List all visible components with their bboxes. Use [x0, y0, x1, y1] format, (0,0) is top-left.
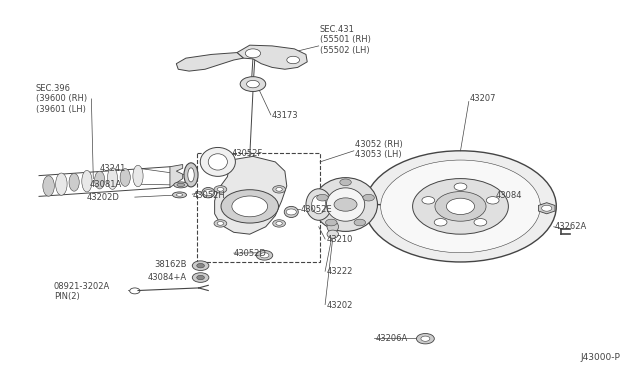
Text: 43207: 43207 — [470, 94, 497, 103]
Circle shape — [286, 209, 296, 215]
Circle shape — [417, 334, 435, 344]
Circle shape — [447, 198, 474, 215]
Ellipse shape — [173, 192, 186, 198]
Text: 43206A: 43206A — [376, 334, 408, 343]
Text: 43084+A: 43084+A — [148, 273, 187, 282]
Polygon shape — [237, 45, 307, 69]
Circle shape — [421, 336, 430, 341]
Text: SEC.431
(55501 (RH)
(55502 (LH): SEC.431 (55501 (RH) (55502 (LH) — [320, 25, 371, 55]
Circle shape — [192, 273, 209, 282]
Ellipse shape — [327, 221, 339, 232]
Text: J43000-P: J43000-P — [580, 353, 620, 362]
Circle shape — [221, 190, 278, 223]
Text: 43052H: 43052H — [192, 191, 225, 200]
Circle shape — [232, 196, 268, 217]
Circle shape — [486, 197, 499, 204]
Circle shape — [434, 219, 447, 226]
Circle shape — [381, 160, 540, 253]
Circle shape — [217, 187, 223, 191]
Text: 43081A: 43081A — [90, 180, 122, 189]
Circle shape — [363, 194, 374, 201]
Circle shape — [276, 187, 282, 191]
Polygon shape — [170, 164, 182, 187]
Circle shape — [203, 190, 213, 196]
Ellipse shape — [108, 168, 118, 189]
Ellipse shape — [82, 170, 92, 192]
Circle shape — [340, 179, 351, 186]
Text: 43084: 43084 — [495, 191, 522, 200]
Circle shape — [541, 205, 552, 211]
Circle shape — [214, 220, 227, 227]
Ellipse shape — [188, 168, 194, 182]
Circle shape — [256, 250, 273, 260]
Circle shape — [273, 220, 285, 227]
Circle shape — [196, 275, 204, 280]
Text: 43173: 43173 — [272, 111, 299, 120]
Circle shape — [245, 49, 260, 58]
Text: 43052E: 43052E — [301, 205, 332, 214]
Circle shape — [413, 179, 508, 234]
Circle shape — [214, 186, 227, 193]
Circle shape — [217, 222, 223, 225]
Text: 43052F: 43052F — [232, 149, 263, 158]
Circle shape — [365, 151, 556, 262]
Ellipse shape — [177, 183, 184, 186]
Circle shape — [435, 192, 486, 221]
Polygon shape — [538, 203, 555, 214]
Ellipse shape — [326, 188, 365, 221]
Circle shape — [326, 219, 337, 226]
Circle shape — [287, 56, 300, 64]
Text: SEC.396
(39600 (RH)
(39601 (LH): SEC.396 (39600 (RH) (39601 (LH) — [36, 84, 87, 114]
Text: 08921-3202A
PIN(2): 08921-3202A PIN(2) — [54, 282, 110, 301]
Circle shape — [354, 219, 365, 226]
Ellipse shape — [184, 163, 198, 187]
Ellipse shape — [208, 154, 227, 170]
Circle shape — [474, 219, 487, 226]
Circle shape — [454, 183, 467, 190]
Text: 43052 (RH)
43053 (LH): 43052 (RH) 43053 (LH) — [355, 140, 403, 159]
Text: 43241: 43241 — [100, 164, 126, 173]
Ellipse shape — [312, 195, 326, 214]
Text: 43262A: 43262A — [555, 222, 588, 231]
Ellipse shape — [43, 176, 54, 196]
Circle shape — [422, 197, 435, 204]
Ellipse shape — [176, 193, 182, 196]
Ellipse shape — [95, 171, 105, 189]
Ellipse shape — [56, 173, 67, 195]
Polygon shape — [214, 156, 287, 234]
Circle shape — [196, 263, 204, 268]
Circle shape — [273, 186, 285, 193]
Circle shape — [334, 198, 357, 211]
Circle shape — [192, 261, 209, 270]
Polygon shape — [176, 52, 243, 71]
Ellipse shape — [327, 230, 339, 238]
Ellipse shape — [306, 189, 332, 220]
Ellipse shape — [314, 178, 378, 231]
Ellipse shape — [69, 173, 79, 191]
Text: 43222: 43222 — [326, 267, 353, 276]
Text: 43052D: 43052D — [234, 249, 267, 258]
Circle shape — [240, 77, 266, 92]
Ellipse shape — [173, 182, 188, 188]
Ellipse shape — [202, 187, 214, 198]
Circle shape — [260, 253, 269, 258]
Text: 38162B: 38162B — [154, 260, 186, 269]
Text: 43202: 43202 — [326, 301, 353, 310]
Circle shape — [276, 222, 282, 225]
Text: 43210: 43210 — [326, 235, 353, 244]
Ellipse shape — [120, 169, 131, 186]
Ellipse shape — [284, 206, 298, 218]
Circle shape — [246, 80, 259, 88]
Circle shape — [317, 194, 328, 201]
Ellipse shape — [200, 147, 236, 176]
Text: 43202D: 43202D — [87, 193, 120, 202]
Ellipse shape — [133, 165, 143, 187]
